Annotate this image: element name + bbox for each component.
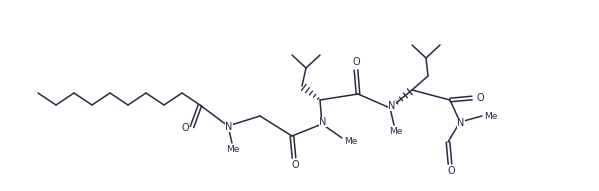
Text: O: O [447, 166, 455, 176]
Text: N: N [225, 122, 232, 132]
Text: O: O [352, 57, 360, 67]
Text: O: O [476, 93, 484, 103]
Text: N: N [457, 118, 465, 128]
Text: Me: Me [226, 146, 240, 155]
Text: O: O [181, 123, 189, 133]
Text: N: N [388, 101, 396, 111]
Text: Me: Me [344, 137, 358, 146]
Text: N: N [319, 117, 326, 127]
Text: O: O [291, 160, 299, 170]
Text: Me: Me [389, 128, 403, 137]
Text: Me: Me [485, 112, 498, 121]
